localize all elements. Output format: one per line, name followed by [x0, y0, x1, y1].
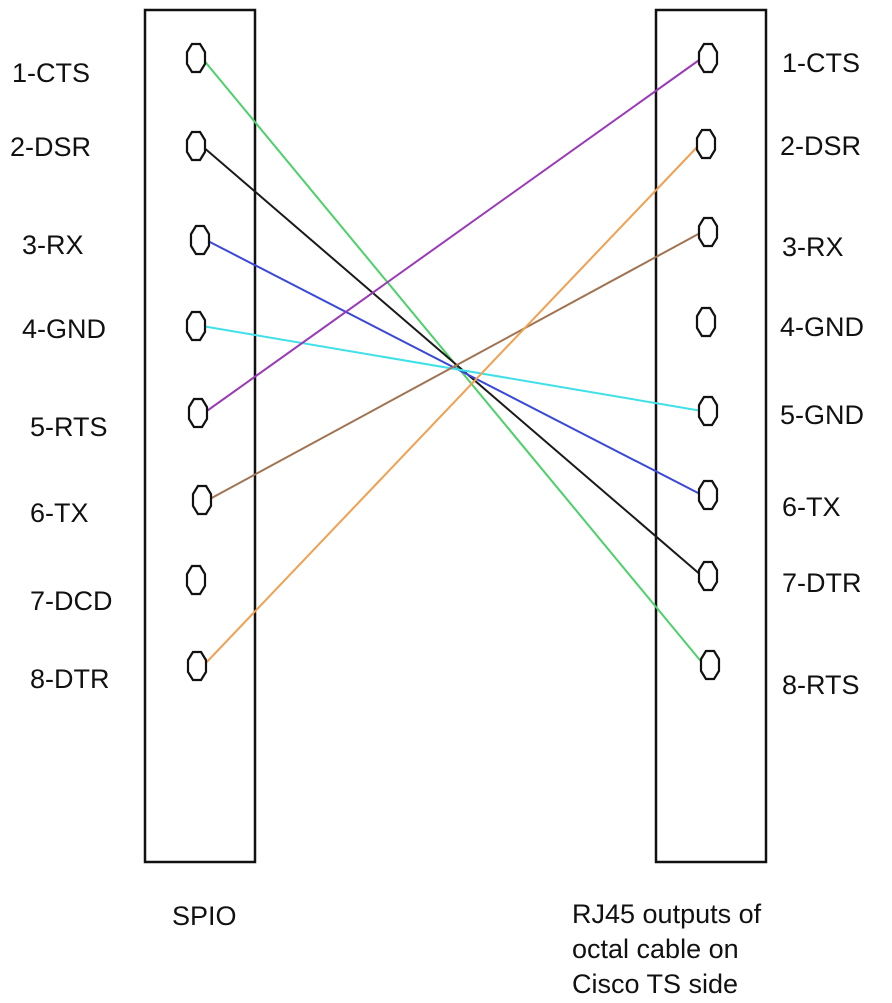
spio-caption: SPIO — [172, 901, 237, 931]
rj45-pins — [695, 42, 721, 681]
spio-pin-5 — [187, 397, 209, 429]
spio-pin-8 — [186, 650, 208, 682]
spio-pin-label-5: 5-RTS — [30, 412, 108, 442]
rj45-pin-label-7: 7-DTR — [782, 568, 862, 598]
rj45-pin-7 — [697, 560, 719, 592]
spio-pin-label-2: 2-DSR — [10, 132, 91, 162]
rj45-pin-label-8: 8-RTS — [782, 670, 860, 700]
spio-pin-label-6: 6-TX — [30, 498, 89, 528]
wires-layer — [201, 57, 705, 667]
spio-pin-label-3: 3-RX — [22, 230, 84, 260]
spio-pin-label-8: 8-DTR — [30, 664, 110, 694]
spio-pin-4 — [185, 310, 207, 342]
wire-6-tx-to-3-rx — [207, 231, 703, 501]
rj45-pin-label-6: 6-TX — [782, 492, 841, 522]
spio-pin-label-7: 7-DCD — [30, 586, 113, 616]
rj45-pin-label-1: 1-CTS — [782, 48, 860, 78]
wire-2-dsr-to-7-dtr — [201, 145, 703, 577]
rj45-pin-3 — [697, 216, 719, 248]
spio-pin-1 — [185, 42, 207, 74]
rj45-pin-5 — [697, 395, 719, 427]
rj45-caption-line-1: RJ45 outputs of — [572, 899, 762, 929]
rj45-caption-line-2: octal cable on — [572, 934, 739, 964]
rj45-pin-label-2: 2-DSR — [780, 131, 861, 161]
rj45-caption-line-3: Cisco TS side — [572, 969, 738, 999]
spio-pin-7 — [185, 564, 207, 596]
rj45-pin-1 — [697, 42, 719, 74]
spio-pin-2 — [185, 130, 207, 162]
rj45-pin-label-5: 5-GND — [780, 400, 864, 430]
spio-pin-3 — [189, 224, 211, 256]
rj45-pin-2 — [695, 128, 717, 160]
spio-pin-label-1: 1-CTS — [12, 58, 90, 88]
spio-pins — [185, 42, 213, 682]
rj45-pin-8 — [699, 649, 721, 681]
rj45-pin-label-3: 3-RX — [782, 232, 844, 262]
rj45-pin-6 — [697, 479, 719, 511]
wire-5-rts-to-1-cts — [203, 57, 703, 414]
wire-8-dtr-to-2-dsr — [202, 143, 701, 667]
rj45-pin-label-4: 4-GND — [780, 312, 864, 342]
rj45-pin-4 — [695, 306, 717, 338]
spio-pin-6 — [191, 484, 213, 516]
spio-pin-label-4: 4-GND — [22, 314, 106, 344]
